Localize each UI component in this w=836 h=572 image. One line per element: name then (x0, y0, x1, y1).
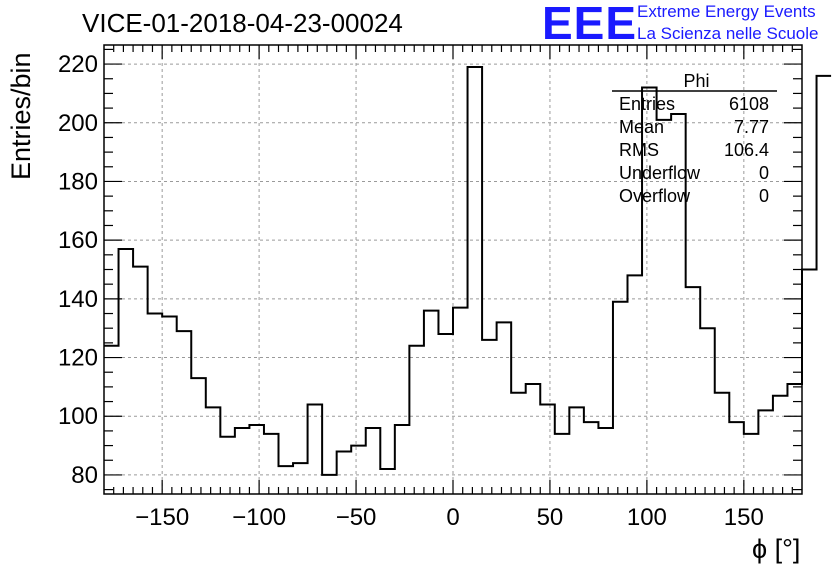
stats-box: Phi Entries 6108 Mean 7.77 RMS 106.4 Underflow 0… (612, 71, 777, 206)
x-tick-label: −150 (135, 504, 189, 531)
y-tick-label: 180 (58, 168, 98, 195)
histogram-outline (104, 66, 832, 476)
logo-line-2: La Scienza nelle Scuole (637, 24, 819, 43)
y-tick-label: 80 (71, 462, 98, 489)
y-tick-label: 140 (58, 286, 98, 313)
stats-label: RMS (619, 140, 659, 160)
x-tick-label: 100 (627, 504, 667, 531)
x-tick-label: −50 (336, 504, 377, 531)
x-tick-label: 0 (446, 504, 459, 531)
grid-lines (104, 45, 802, 494)
x-axis-label: ϕ [°] (752, 534, 801, 564)
stats-value: 7.77 (734, 117, 769, 137)
chart-title: VICE-01-2018-04-23-00024 (82, 8, 403, 38)
axis-ticks (104, 45, 802, 494)
stats-value: 106.4 (724, 140, 769, 160)
stats-label: Entries (619, 94, 675, 114)
y-tick-label: 160 (58, 227, 98, 254)
stats-label: Mean (619, 117, 664, 137)
y-tick-label: 220 (58, 51, 98, 78)
eee-logo: EEE (542, 0, 638, 49)
tick-labels: −150 −100 −50 0 50 100 150 80 100 120 140 160 180 200… (58, 51, 764, 531)
y-tick-label: 200 (58, 110, 98, 137)
logo-line-1: Extreme Energy Events (637, 2, 816, 21)
stats-value: 0 (759, 163, 769, 183)
stats-value: 6108 (729, 94, 769, 114)
x-tick-label: 150 (724, 504, 764, 531)
x-tick-label: −100 (232, 504, 286, 531)
stats-box-title: Phi (683, 71, 709, 91)
stats-label: Overflow (619, 186, 691, 206)
stats-value: 0 (759, 186, 769, 206)
x-tick-label: 50 (537, 504, 564, 531)
stats-label: Underflow (619, 163, 701, 183)
y-tick-label: 100 (58, 403, 98, 430)
y-tick-label: 120 (58, 345, 98, 372)
